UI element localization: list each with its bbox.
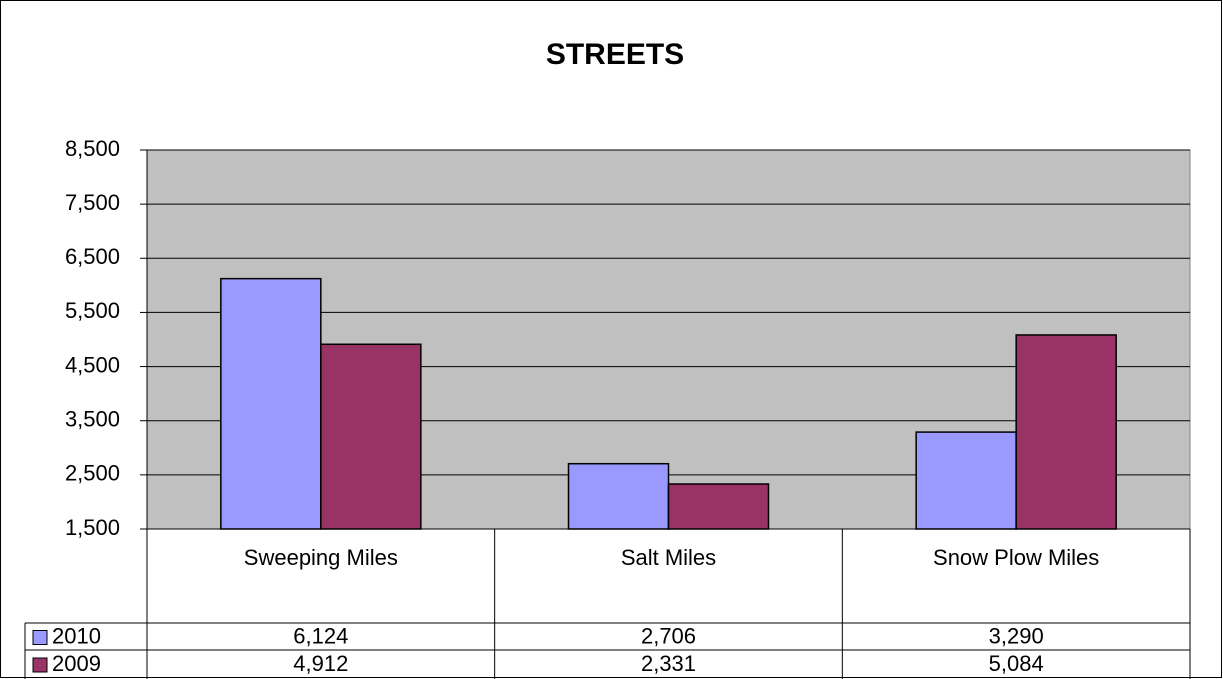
bar — [915, 431, 1017, 530]
bar — [567, 462, 670, 530]
x-tick-label: Snow Plow Miles — [933, 545, 1099, 570]
data-table-value: 3,290 — [989, 623, 1044, 648]
y-tick-label: 8,500 — [65, 136, 120, 161]
data-table-value: 2,331 — [641, 651, 696, 676]
data-table-value: 6,124 — [293, 623, 348, 648]
data-table-value: 2,706 — [641, 623, 696, 648]
y-tick-label: 7,500 — [65, 190, 120, 215]
y-tick-label: 6,500 — [65, 244, 120, 269]
chart-title: STREETS — [546, 38, 684, 71]
legend-key — [32, 657, 48, 673]
y-tick-label: 4,500 — [65, 352, 120, 377]
data-table-value: 4,912 — [293, 651, 348, 676]
legend-key — [32, 630, 48, 645]
bar — [1015, 334, 1117, 530]
legend-label: 2009 — [52, 651, 101, 676]
legend-label: 2010 — [52, 623, 101, 648]
bar — [220, 277, 322, 530]
y-tick-label: 5,500 — [65, 298, 120, 323]
x-tick-label: Sweeping Miles — [244, 545, 398, 570]
y-tick-label: 2,500 — [65, 461, 120, 486]
x-tick-label: Salt Miles — [621, 545, 716, 570]
bar — [667, 483, 770, 530]
y-tick-label: 1,500 — [65, 515, 120, 540]
bar — [320, 343, 422, 530]
y-tick-label: 3,500 — [65, 407, 120, 432]
data-table-value: 5,084 — [989, 651, 1044, 676]
